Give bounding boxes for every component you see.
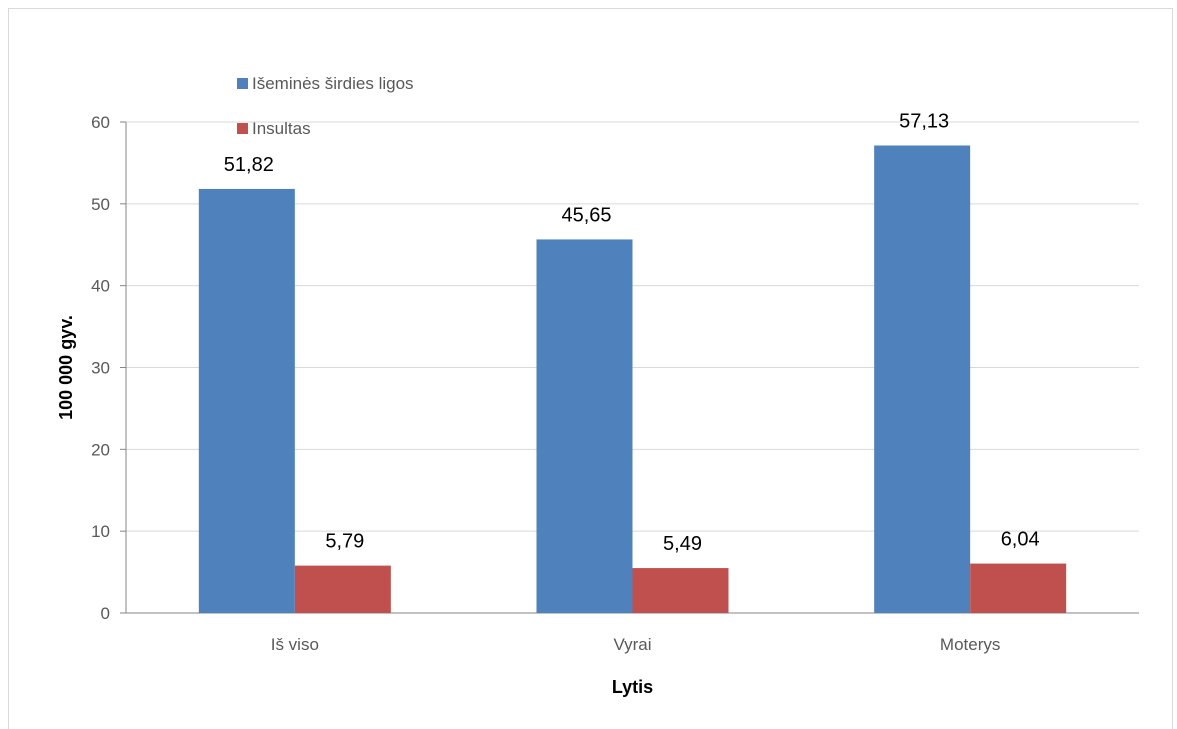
bars — [198, 145, 1067, 614]
data-label: 57,13 — [899, 110, 949, 132]
legend-swatch — [237, 123, 248, 134]
y-axis-title: 100 000 gyv. — [56, 315, 76, 420]
bar-iseemines-0 — [198, 188, 295, 613]
y-tick-label: 60 — [91, 113, 110, 132]
bar-insultas-2 — [970, 563, 1067, 613]
data-label: 51,82 — [224, 154, 274, 176]
data-label: 45,65 — [561, 204, 611, 226]
bar-insultas-0 — [294, 565, 391, 613]
y-tick-label: 0 — [101, 604, 110, 623]
data-label: 5,49 — [663, 533, 702, 555]
y-tick-label: 50 — [91, 195, 110, 214]
legend-label: Insultas — [252, 119, 311, 138]
data-labels: 51,82 5,79 45,65 5,49 57,13 6,04 — [224, 110, 1040, 555]
category-label: Iš viso — [271, 635, 319, 654]
data-label: 5,79 — [325, 531, 364, 553]
category-label: Vyrai — [613, 635, 651, 654]
y-tick-label: 30 — [91, 359, 110, 378]
legend: Išeminės širdies ligos Insultas — [237, 74, 414, 138]
bar-insultas-1 — [632, 568, 729, 613]
category-labels: Iš viso Vyrai Moterys — [271, 635, 1001, 654]
y-tick-labels: 0 10 20 30 40 50 60 — [91, 113, 110, 623]
category-label: Moterys — [940, 635, 1000, 654]
legend-swatch — [237, 78, 248, 89]
x-axis-title: Lytis — [612, 677, 653, 697]
data-label: 6,04 — [1001, 529, 1040, 551]
bar-iseemines-2 — [874, 145, 971, 614]
legend-label: Išeminės širdies ligos — [252, 74, 414, 93]
y-tick-label: 10 — [91, 522, 110, 541]
bar-iseemines-1 — [536, 239, 633, 613]
y-tick-label: 20 — [91, 440, 110, 459]
y-tick-label: 40 — [91, 277, 110, 296]
